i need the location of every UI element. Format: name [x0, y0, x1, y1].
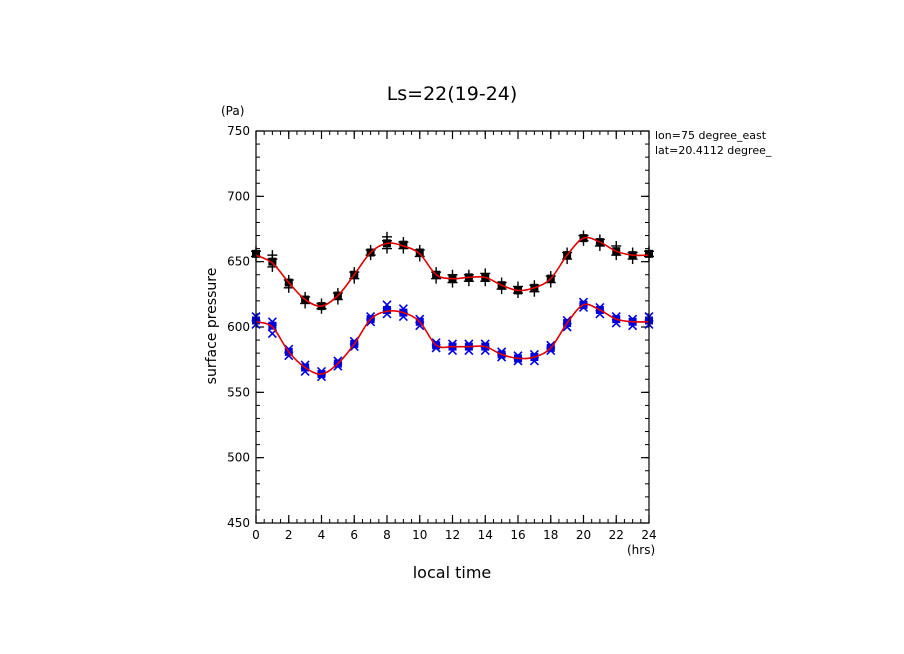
fit-line: [255, 303, 650, 375]
y-tick-label: 550: [227, 385, 250, 399]
y-tick-label: 700: [227, 189, 250, 203]
series-line-5: [255, 303, 650, 375]
x-tick-label: 20: [576, 528, 591, 542]
axes: 0 2 4 6 8 10 12 14 16 18 20 22 244505005506006507007…: [227, 124, 657, 542]
x-tick-label: 24: [641, 528, 656, 542]
data-point-cross: [447, 345, 458, 356]
x-axis-label: local time: [413, 563, 492, 582]
series-line-4: [255, 236, 650, 307]
data-point-cross: [464, 345, 474, 356]
data-point-cross: [595, 302, 605, 312]
data-point-cross: [415, 314, 425, 324]
y-tick-label: 600: [227, 320, 250, 334]
x-tick-label: 0: [252, 528, 260, 542]
data-point-cross: [562, 322, 572, 332]
data-point-cross: [333, 361, 343, 371]
data-point-plus: [611, 240, 622, 251]
x-tick-label: 8: [383, 528, 391, 542]
y-tick-label: 750: [227, 124, 250, 138]
data-point-square: [268, 321, 277, 330]
data-point-cross: [431, 343, 441, 353]
x-tick-label: 6: [350, 528, 358, 542]
y-axis-label: surface pressure: [204, 268, 220, 385]
x-tick-label: 4: [318, 528, 326, 542]
data-point-square: [383, 306, 391, 315]
x-tick-label: 14: [478, 528, 493, 542]
x-tick-label: 22: [609, 528, 624, 542]
series-plus-1: [251, 230, 654, 314]
data-point-cross: [349, 342, 359, 352]
x-tick-label: 12: [445, 528, 460, 542]
data-point-cross: [546, 345, 556, 356]
data-point-cross: [284, 351, 294, 361]
data-point-cross: [415, 321, 425, 331]
plot-frame: [255, 130, 650, 524]
x-unit-label: (hrs): [627, 543, 655, 557]
annotation-lat: lat=20.4112 degree_: [655, 144, 772, 157]
x-tick-label: 2: [285, 528, 293, 542]
data-point-cross: [300, 360, 310, 370]
data-point-cross: [366, 317, 376, 327]
data-point-cross: [628, 321, 638, 331]
y-tick-label: 450: [227, 516, 250, 530]
y-tick-label: 650: [227, 255, 250, 269]
series-square-2: [252, 300, 653, 379]
data-point-cross: [497, 352, 507, 362]
data-point-plus: [283, 282, 294, 293]
annotation-lon: lon=75 degree_east: [655, 129, 767, 142]
y-tick-label: 500: [227, 451, 250, 465]
fit-line: [255, 236, 650, 307]
y-unit-label: (Pa): [221, 104, 244, 118]
x-tick-label: 10: [412, 528, 427, 542]
x-tick-label: 18: [543, 528, 558, 542]
data-point-cross: [382, 300, 392, 310]
series-cross-3: [251, 297, 654, 382]
data-layer: [251, 230, 654, 382]
x-tick-label: 16: [510, 528, 525, 542]
data-point-cross: [562, 315, 572, 326]
chart-title: Ls=22(19-24): [387, 83, 518, 105]
